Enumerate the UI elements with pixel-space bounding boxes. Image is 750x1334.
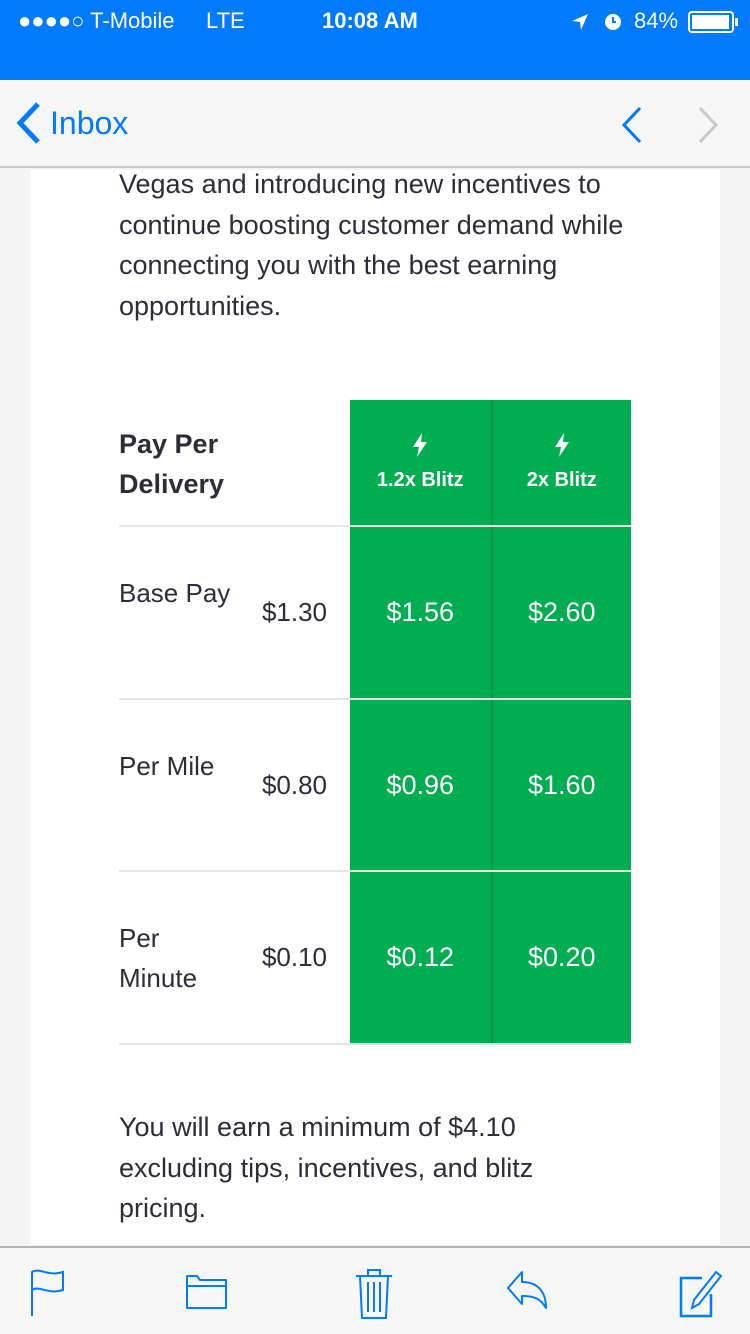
blitz-1-2x-value: $0.96 xyxy=(350,700,491,870)
lightning-icon xyxy=(413,433,428,457)
row-label: Base Pay xyxy=(119,578,231,608)
lightning-icon xyxy=(554,433,569,457)
back-button[interactable]: Inbox xyxy=(16,102,128,144)
trash-icon[interactable] xyxy=(354,1268,396,1322)
location-icon xyxy=(572,14,588,30)
time: 10:08 AM xyxy=(322,8,418,33)
column-header-1-2x-blitz: 1.2x Blitz xyxy=(350,400,491,525)
alarm-icon xyxy=(605,14,621,30)
folder-icon[interactable] xyxy=(184,1268,230,1314)
row-label: Per Minute xyxy=(119,923,198,993)
column-header-2x-blitz: 2x Blitz xyxy=(490,400,631,525)
footer-text: You will earn a minimum of $4.10 excludi… xyxy=(119,1112,534,1223)
email-body: Vegas and introducing new incentives to … xyxy=(30,170,720,1245)
table-row: Base Pay $1.30 $1.56 $2.60 xyxy=(119,527,631,700)
table-row: Per Minute $0.10 $0.12 $0.20 xyxy=(119,872,631,1045)
base-value: $0.10 xyxy=(261,942,328,972)
blitz-1-2x-value: $1.56 xyxy=(350,527,491,698)
blitz-1-2x-value: $0.12 xyxy=(350,872,491,1043)
intro-text: Vegas and introducing new incentives to … xyxy=(119,170,624,321)
compose-icon[interactable] xyxy=(676,1268,728,1320)
previous-message-button[interactable] xyxy=(620,106,644,144)
row-label: Per Mile xyxy=(119,751,215,781)
base-value: $0.80 xyxy=(261,769,328,800)
blitz-2x-value: $2.60 xyxy=(490,527,631,698)
battery-icon xyxy=(688,11,738,33)
back-label: Inbox xyxy=(50,104,129,141)
table-row: Per Mile $0.80 $0.96 $1.60 xyxy=(119,700,631,872)
blitz-2x-value: $1.60 xyxy=(490,700,631,870)
pay-table: Pay Per Delivery 1.2x Blitz 2x Blitz Bas… xyxy=(119,400,631,1045)
table-title: Pay Per Delivery xyxy=(119,429,225,499)
battery-percent: 84% xyxy=(634,8,679,33)
nav-bar: Inbox xyxy=(0,80,750,168)
status-bar: ●●●●○ T-Mobile LTE 10:08 AM 84% xyxy=(0,0,750,80)
flag-icon[interactable] xyxy=(30,1268,70,1318)
blitz-2x-value: $0.20 xyxy=(490,872,631,1043)
next-message-button[interactable] xyxy=(696,106,720,144)
network: LTE xyxy=(206,8,245,33)
base-value: $1.30 xyxy=(261,597,328,627)
carrier: ●●●●○ T-Mobile xyxy=(18,8,175,33)
chevron-left-icon xyxy=(16,102,40,144)
reply-icon[interactable] xyxy=(506,1268,562,1318)
bottom-toolbar xyxy=(0,1246,750,1334)
